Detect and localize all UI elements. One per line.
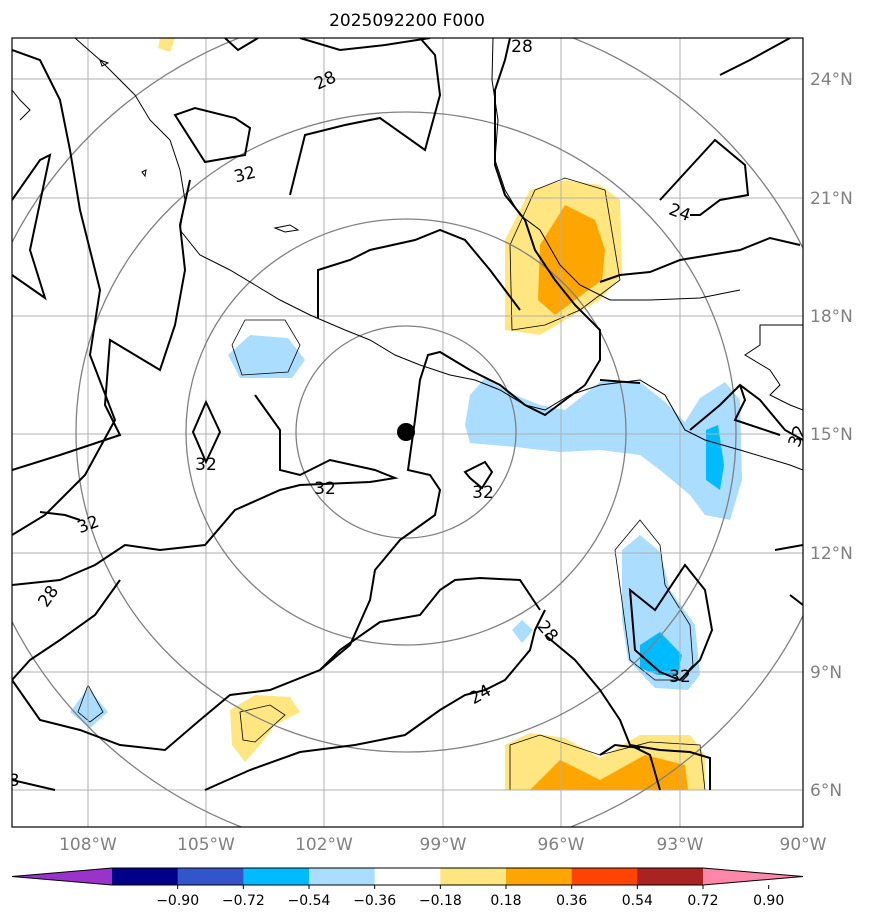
contour-label: 32 [472,483,494,503]
map-frame [11,37,804,828]
lat-label: 18°N [810,307,853,327]
lat-label: 15°N [810,425,853,445]
contour-label: 32 [314,479,336,499]
colorbar-extension-high [703,868,803,885]
lon-tick-labels: 108°W 105°W 102°W 99°W 96°W 93°W 90°W [59,835,827,855]
contour-label: 32 [195,455,217,475]
colorbar-tick-label: 0.54 [622,893,653,909]
contour-label: 32 [232,163,258,188]
lon-label: 105°W [177,835,235,855]
lon-label: 93°W [657,835,704,855]
lon-label: 99°W [420,835,467,855]
colorbar-segment [571,868,638,885]
storm-center-marker [397,423,415,441]
range-rings [12,38,803,827]
lon-label: 102°W [295,835,353,855]
colorbar-segment [309,868,376,885]
colorbar-tick-label: −0.18 [419,893,462,909]
colorbar-segment [374,868,441,885]
lat-label: 24°N [810,70,853,90]
contour-label: 24 [466,681,495,709]
lat-tick-labels: 24°N 21°N 18°N 15°N 12°N 9°N 6°N [810,70,853,801]
contour-label: 32 [785,423,811,450]
lat-label: 6°N [810,781,842,801]
colorbar-tick-label: 0.36 [556,893,587,909]
lon-label: 108°W [59,835,117,855]
colorbar: −0.90 −0.72 −0.54 −0.36 −0.18 0.18 0.36 0.54 0.7… [11,867,804,909]
colorbar-tick-label: −0.36 [353,893,396,909]
colorbar-tick-label: 0.72 [687,893,718,909]
colorbar-tick-label: 0.18 [490,893,521,909]
colorbar-tick-label: −0.72 [222,893,265,909]
shaded-positive [158,38,705,790]
contour-label: 28 [533,617,562,646]
colorbar-tick-label: 0.90 [753,893,784,909]
contours [12,38,803,791]
figure-title: 2025092200 F000 [329,11,485,31]
contour-label: 32 [75,512,102,538]
colorbar-tick-label: −0.90 [156,893,199,909]
colorbar-extension-low [12,868,112,885]
coastlines [12,38,803,471]
lat-label: 21°N [810,189,853,209]
contour-label: 28 [511,37,533,57]
map-plot-area: 28 28 32 24 32 32 32 32 28 28 24 32 32 8 [9,37,811,827]
colorbar-segment [243,868,310,885]
lat-label: 12°N [810,544,853,564]
contour-label: 32 [669,667,691,687]
lon-label: 90°W [780,835,827,855]
lat-label: 9°N [810,663,842,683]
contour-label: 8 [9,771,20,791]
colorbar-outline [11,867,804,886]
contour-label: 28 [34,582,63,611]
colorbar-segment [177,868,244,885]
colorbar-segment [440,868,507,885]
colorbar-segment [637,868,704,885]
colorbar-tick-label: −0.54 [288,893,331,909]
contour-label: 28 [311,67,339,94]
lon-label: 96°W [538,835,585,855]
colorbar-segment [506,868,573,885]
contour-label: 24 [666,200,693,226]
colorbar-segment [112,868,179,885]
